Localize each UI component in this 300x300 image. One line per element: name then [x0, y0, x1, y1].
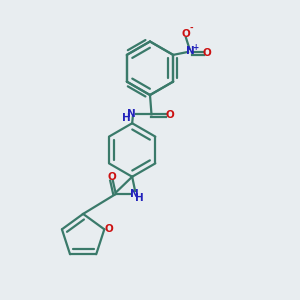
Text: O: O	[182, 29, 190, 39]
Text: N: N	[130, 189, 139, 199]
Text: -: -	[190, 24, 193, 33]
Text: H: H	[135, 193, 143, 203]
Text: +: +	[192, 43, 199, 52]
Text: N: N	[127, 109, 136, 119]
Text: N: N	[186, 46, 194, 56]
Text: H: H	[122, 113, 131, 124]
Text: O: O	[108, 172, 117, 182]
Text: O: O	[104, 224, 113, 234]
Text: O: O	[166, 110, 174, 120]
Text: O: O	[202, 47, 211, 58]
